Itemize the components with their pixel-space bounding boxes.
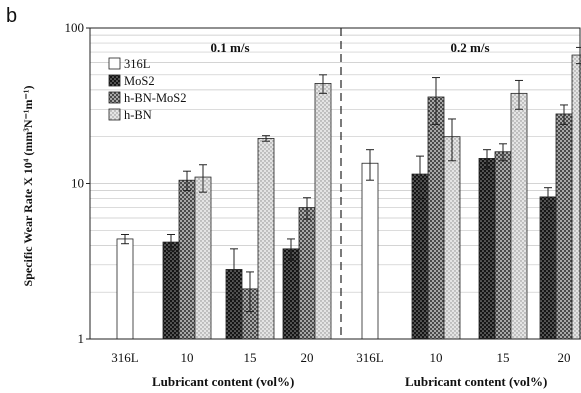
- x-axis-label-1: Lubricant content (vol%): [405, 374, 547, 389]
- legend-entry: MoS2: [124, 74, 155, 88]
- x-tick-label: 316L: [111, 350, 139, 365]
- speed-label-0: 0.1 m/s: [211, 40, 250, 55]
- gridlines: [90, 34, 580, 293]
- bar-h-bn-mos2-20: [555, 113, 573, 340]
- legend-entry: 316L: [124, 57, 150, 71]
- panel-letter: b: [6, 5, 17, 27]
- x-tick-label: 20: [558, 350, 571, 365]
- legend-entry: h-BN-MoS2: [124, 91, 187, 105]
- y-tick-label: 1: [78, 331, 85, 346]
- bar-h-bn-20: [314, 83, 332, 340]
- bar-mos2-20: [539, 196, 557, 340]
- x-tick-label: 20: [301, 350, 314, 365]
- bar-h-bn-15: [510, 92, 528, 340]
- bar-h-bn-mos2-10: [427, 96, 445, 340]
- y-tick-label: 10: [71, 176, 84, 191]
- x-axis: 316L 10 15 20 316L 10 15 20: [111, 350, 570, 365]
- bar-h-bn-mos2-10: [178, 179, 196, 340]
- speed-label-1: 0.2 m/s: [451, 40, 490, 55]
- legend-swatch: [108, 57, 121, 70]
- legend-entry: h-BN: [124, 108, 152, 122]
- x-tick-label: 316L: [356, 350, 384, 365]
- x-axis-label-0: Lubricant content (vol%): [152, 374, 294, 389]
- bar-h-bn-10: [194, 176, 212, 340]
- bar-h-bn-10: [443, 136, 461, 340]
- legend-swatch: [108, 108, 121, 121]
- bar-h-bn-mos2-15: [494, 151, 512, 340]
- x-tick-label: 15: [497, 350, 510, 365]
- y-axis-label: Specific Wear Rate X 10⁴ (mm³N⁻¹m⁻¹): [21, 86, 35, 287]
- x-tick-label: 10: [430, 350, 443, 365]
- bar-mos2-10: [162, 241, 180, 340]
- bar-mos2-15: [478, 158, 496, 340]
- legend-swatch: [108, 91, 121, 104]
- bar-mos2-20: [282, 248, 300, 340]
- bar-316l-316L: [361, 162, 379, 340]
- y-tick-label: 100: [65, 20, 85, 35]
- bar-h-bn-mos2-20: [298, 207, 316, 340]
- bars: [116, 46, 581, 340]
- x-tick-label: 10: [181, 350, 194, 365]
- legend-swatch: [108, 74, 121, 87]
- y-axis: 1 10 100: [65, 20, 90, 346]
- legend: 316L MoS2 h-BN-MoS2 h-BN: [108, 57, 187, 122]
- bar-h-bn-15: [257, 137, 275, 340]
- x-tick-label: 15: [244, 350, 257, 365]
- bar-316l-316L: [116, 238, 134, 340]
